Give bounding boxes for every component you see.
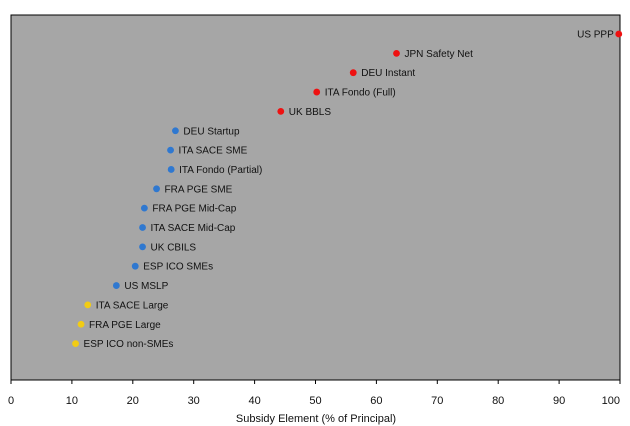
data-point-label: ITA Fondo (Full) [325, 88, 396, 99]
data-point [140, 204, 148, 212]
data-point-label: ESP ICO SMEs [143, 262, 213, 273]
x-tick-label: 100 [602, 395, 620, 407]
data-points: US PPP JPN Safety Net DEU Instant ITA Fondo… [72, 30, 623, 350]
x-tick-label: 60 [370, 395, 382, 407]
data-point [349, 69, 357, 77]
data-point [72, 340, 79, 347]
data-point [313, 88, 321, 96]
data-point [139, 243, 146, 251]
x-axis-ticks: 0 10 20 30 40 50 60 70 80 90 100 [8, 380, 621, 407]
data-point-label: UK CBILS [151, 242, 197, 253]
data-point-label: ESP ICO non-SMEs [84, 339, 174, 350]
data-point [84, 301, 92, 309]
data-point [139, 224, 146, 231]
data-point [77, 320, 85, 328]
data-point [167, 166, 175, 173]
data-point-label: FRA PGE SME [165, 184, 233, 195]
x-tick-label: 90 [553, 395, 565, 407]
x-tick-label: 50 [309, 395, 321, 407]
data-point-label: FRA PGE Large [89, 320, 161, 331]
x-tick-label: 80 [492, 395, 504, 407]
data-point-label: DEU Instant [361, 68, 415, 79]
data-point-label: ITA SACE SME [179, 146, 248, 157]
x-axis-title: Subsidy Element (% of Principal) [236, 413, 396, 425]
x-tick-label: 10 [66, 395, 78, 407]
data-point-label: ITA SACE Mid-Cap [151, 223, 236, 234]
data-point [615, 30, 623, 38]
data-point [393, 49, 400, 57]
data-point [153, 185, 160, 193]
x-tick-label: 30 [188, 395, 200, 407]
data-point [131, 262, 139, 270]
data-point [172, 127, 179, 135]
plot-area [10, 14, 621, 381]
data-point [112, 282, 120, 289]
data-point-label: DEU Startup [183, 126, 240, 137]
data-point [167, 146, 174, 154]
data-point-label: US MSLP [124, 281, 168, 292]
data-point-label: ITA Fondo (Partial) [179, 165, 262, 176]
data-point [277, 108, 285, 115]
data-point-label: UK BBLS [289, 107, 332, 118]
data-point-label: US PPP [577, 30, 614, 41]
x-tick-label: 20 [127, 395, 139, 407]
data-point-label: ITA SACE Large [96, 300, 169, 311]
x-tick-label: 70 [431, 395, 443, 407]
x-tick-label: 0 [8, 395, 14, 407]
data-point-label: JPN Safety Net [404, 49, 473, 60]
x-tick-label: 40 [248, 395, 260, 407]
data-point-label: FRA PGE Mid-Cap [152, 204, 236, 215]
